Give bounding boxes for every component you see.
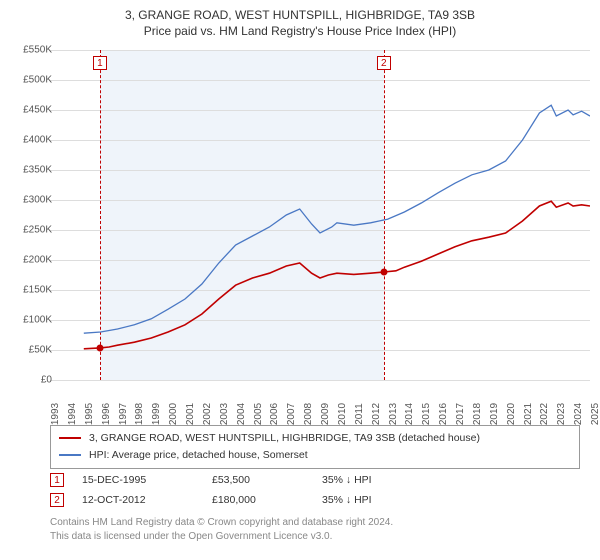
event-delta: 35% ↓ HPI — [322, 474, 442, 486]
x-axis-label: 2006 — [269, 403, 280, 425]
chart-title-line2: Price paid vs. HM Land Registry's House … — [0, 24, 600, 38]
x-axis-label: 2009 — [320, 403, 331, 425]
event-date: 12-OCT-2012 — [82, 494, 212, 506]
gridline — [50, 380, 590, 381]
x-axis-label: 1994 — [67, 403, 78, 425]
x-axis-label: 2015 — [421, 403, 432, 425]
event-row: 2 12-OCT-2012 £180,000 35% ↓ HPI — [50, 490, 580, 510]
y-axis-label: £50K — [6, 345, 52, 356]
event-row: 1 15-DEC-1995 £53,500 35% ↓ HPI — [50, 470, 580, 490]
x-axis-label: 2020 — [506, 403, 517, 425]
x-axis-label: 2007 — [286, 403, 297, 425]
x-axis-label: 2017 — [455, 403, 466, 425]
x-axis-labels: 1993 1994 1995 1996 1997 1998 1999 2000 2001 2002… — [50, 384, 590, 424]
footnote-line: Contains HM Land Registry data © Crown c… — [50, 516, 580, 530]
x-axis-label: 1995 — [84, 403, 95, 425]
chart-legend: 3, GRANGE ROAD, WEST HUNTSPILL, HIGHBRID… — [50, 425, 580, 469]
x-axis-label: 2000 — [168, 403, 179, 425]
x-axis-label: 1996 — [101, 403, 112, 425]
x-axis-label: 2021 — [523, 403, 534, 425]
x-axis-label: 2008 — [303, 403, 314, 425]
legend-label: 3, GRANGE ROAD, WEST HUNTSPILL, HIGHBRID… — [89, 430, 480, 447]
x-axis-label: 1993 — [50, 403, 61, 425]
series-hpi — [84, 105, 590, 333]
y-axis-label: £250K — [6, 225, 52, 236]
chart-title-block: 3, GRANGE ROAD, WEST HUNTSPILL, HIGHBRID… — [0, 0, 600, 40]
event-marker-icon: 2 — [50, 493, 64, 507]
x-axis-label: 2002 — [202, 403, 213, 425]
x-axis-label: 2016 — [438, 403, 449, 425]
x-axis-label: 2005 — [253, 403, 264, 425]
legend-swatch — [59, 454, 81, 456]
y-axis-label: £200K — [6, 255, 52, 266]
x-axis-label: 2003 — [219, 403, 230, 425]
sale-marker-icon — [96, 344, 103, 351]
x-axis-label: 2013 — [388, 403, 399, 425]
footnote: Contains HM Land Registry data © Crown c… — [50, 516, 580, 543]
event-table: 1 15-DEC-1995 £53,500 35% ↓ HPI 2 12-OCT… — [50, 470, 580, 510]
legend-item: HPI: Average price, detached house, Some… — [59, 447, 571, 464]
event-price: £53,500 — [212, 474, 322, 486]
y-axis-label: £400K — [6, 135, 52, 146]
y-axis-label: £500K — [6, 75, 52, 86]
event-marker-icon: 1 — [50, 473, 64, 487]
footnote-line: This data is licensed under the Open Gov… — [50, 530, 580, 544]
legend-item: 3, GRANGE ROAD, WEST HUNTSPILL, HIGHBRID… — [59, 430, 571, 447]
x-axis-label: 2012 — [371, 403, 382, 425]
y-axis-label: £350K — [6, 165, 52, 176]
x-axis-label: 2024 — [573, 403, 584, 425]
event-price: £180,000 — [212, 494, 322, 506]
y-axis-label: £150K — [6, 285, 52, 296]
x-axis-label: 2010 — [337, 403, 348, 425]
x-axis-label: 2014 — [404, 403, 415, 425]
event-delta: 35% ↓ HPI — [322, 494, 442, 506]
y-axis-label: £450K — [6, 105, 52, 116]
x-axis-label: 2023 — [556, 403, 567, 425]
x-axis-label: 1997 — [118, 403, 129, 425]
x-axis-label: 2025 — [590, 403, 600, 425]
chart-plot-area: 12 — [50, 50, 590, 380]
y-axis-label: £100K — [6, 315, 52, 326]
x-axis-label: 2011 — [354, 403, 365, 425]
x-axis-label: 2018 — [472, 403, 483, 425]
x-axis-label: 1998 — [134, 403, 145, 425]
x-axis-label: 1999 — [151, 403, 162, 425]
x-axis-label: 2022 — [539, 403, 550, 425]
chart-lines — [50, 50, 590, 380]
chart-title-line1: 3, GRANGE ROAD, WEST HUNTSPILL, HIGHBRID… — [0, 8, 600, 22]
legend-swatch — [59, 437, 81, 439]
y-axis-label: £300K — [6, 195, 52, 206]
x-axis-label: 2004 — [236, 403, 247, 425]
y-axis-label: £550K — [6, 45, 52, 56]
y-axis-label: £0 — [6, 375, 52, 386]
sale-marker-icon — [380, 269, 387, 276]
legend-label: HPI: Average price, detached house, Some… — [89, 447, 308, 464]
x-axis-label: 2019 — [489, 403, 500, 425]
x-axis-label: 2001 — [185, 403, 196, 425]
event-date: 15-DEC-1995 — [82, 474, 212, 486]
